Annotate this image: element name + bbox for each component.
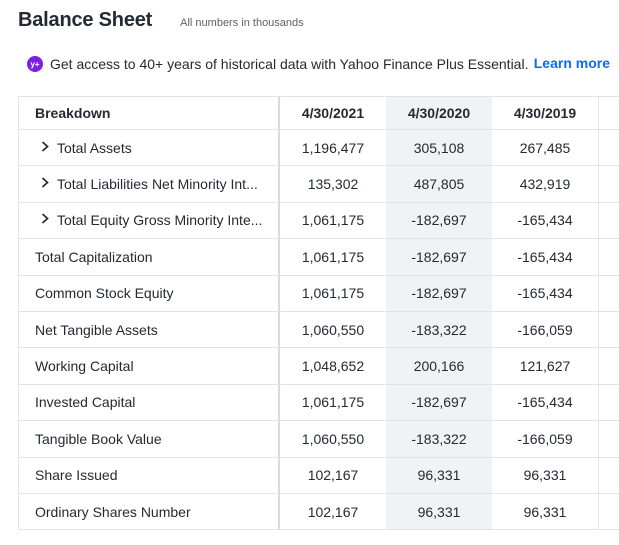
- table-row: Ordinary Shares Number 102,167 96,331 96,33…: [18, 493, 619, 531]
- column-header-date: 4/30/2020: [386, 97, 492, 129]
- column-header-date: 4/30/2021: [301, 105, 365, 121]
- value-cell: 1,196,477: [301, 139, 365, 156]
- value-cell: -182,697: [386, 239, 492, 275]
- value-cell: 121,627: [492, 348, 599, 384]
- value-cell: 305,108: [386, 130, 492, 166]
- value-cell: -165,434: [492, 239, 599, 275]
- value-cell: -182,697: [386, 384, 492, 421]
- chevron-right-icon[interactable]: [41, 177, 57, 191]
- value-cell: 96,331: [492, 457, 599, 493]
- yahoo-plus-icon: y+: [27, 56, 43, 72]
- row-label-cell[interactable]: Total Assets: [18, 130, 280, 166]
- value-cell: 267,485: [492, 130, 599, 166]
- value-cell: 96,331: [386, 493, 492, 530]
- row-label: Invested Capital: [35, 394, 136, 411]
- row-label-cell: Ordinary Shares Number: [18, 493, 280, 530]
- value-cell: 1,048,652: [301, 358, 365, 375]
- table-row: Total Capitalization 1,061,175 -182,697 -16…: [18, 239, 619, 276]
- value-cell: 102,167: [307, 503, 359, 520]
- value-cell: 487,805: [386, 166, 492, 202]
- table-row: Tangible Book Value 1,060,550 -183,322 -166…: [18, 421, 619, 458]
- row-label: Tangible Book Value: [35, 430, 162, 447]
- row-label: Common Stock Equity: [35, 285, 174, 302]
- chevron-right-icon[interactable]: [41, 141, 57, 155]
- row-label-cell: Invested Capital: [18, 384, 280, 421]
- balance-sheet-table: Breakdown 4/30/2021 4/30/2020 4/30/2019 …: [18, 96, 619, 531]
- table-row: Net Tangible Assets 1,060,550 -183,322 -166…: [18, 311, 619, 349]
- row-label-cell: Share Issued: [18, 457, 280, 493]
- promo-text: Get access to 40+ years of historical da…: [50, 56, 529, 72]
- row-label: Share Issued: [35, 467, 118, 484]
- value-cell: -182,697: [386, 275, 492, 311]
- row-label-cell[interactable]: Total Equity Gross Minority Inte...: [18, 202, 280, 239]
- value-cell: -182,697: [386, 202, 492, 239]
- column-header-date: 4/30/2019: [492, 97, 599, 129]
- value-cell: -166,059: [492, 421, 599, 457]
- page-title: Balance Sheet: [18, 9, 153, 31]
- table-row[interactable]: Total Assets 1,196,477 305,108 267,485: [18, 130, 619, 167]
- value-cell: 432,919: [492, 166, 599, 202]
- table-row: Share Issued 102,167 96,331 96,331: [18, 457, 619, 494]
- value-cell: 135,302: [307, 176, 359, 193]
- promo-banner: y+ Get access to 40+ years of historical…: [27, 54, 619, 74]
- value-cell: 1,061,175: [301, 248, 365, 265]
- row-label: Total Assets: [57, 139, 132, 156]
- table-row[interactable]: Total Equity Gross Minority Inte... 1,061…: [18, 202, 619, 240]
- table-row: Working Capital 1,048,652 200,166 121,627: [18, 348, 619, 385]
- value-cell: -166,059: [492, 311, 599, 348]
- value-cell: 200,166: [386, 348, 492, 384]
- page-header: Balance Sheet All numbers in thousands: [18, 9, 304, 32]
- row-label-cell: Tangible Book Value: [18, 421, 280, 457]
- row-label: Ordinary Shares Number: [35, 503, 191, 520]
- value-cell: -183,322: [386, 311, 492, 348]
- row-label: Total Liabilities Net Minority Int...: [57, 176, 258, 193]
- row-label: Total Equity Gross Minority Inte...: [57, 212, 263, 229]
- column-header-breakdown: Breakdown: [18, 97, 280, 129]
- value-cell: 1,061,175: [301, 212, 365, 229]
- value-cell: 1,060,550: [301, 430, 365, 447]
- chevron-right-icon[interactable]: [41, 213, 57, 227]
- value-cell: 96,331: [386, 457, 492, 493]
- value-cell: 1,061,175: [301, 285, 365, 302]
- value-cell: -165,434: [492, 202, 599, 239]
- table-row[interactable]: Total Liabilities Net Minority Int... 135…: [18, 166, 619, 203]
- page-subtitle: All numbers in thousands: [180, 17, 304, 29]
- value-cell: 102,167: [307, 467, 359, 484]
- table-body: Total Assets 1,196,477 305,108 267,485 Total…: [18, 130, 619, 531]
- row-label: Working Capital: [35, 358, 134, 375]
- value-cell: 96,331: [492, 493, 599, 530]
- value-cell: 1,060,550: [301, 321, 365, 338]
- table-row: Invested Capital 1,061,175 -182,697 -165,43…: [18, 384, 619, 422]
- row-label-cell: Common Stock Equity: [18, 275, 280, 311]
- row-label: Total Capitalization: [35, 248, 153, 265]
- row-label-cell: Total Capitalization: [18, 239, 280, 275]
- learn-more-link[interactable]: Learn more: [533, 55, 610, 71]
- row-label: Net Tangible Assets: [35, 321, 158, 338]
- table-row: Common Stock Equity 1,061,175 -182,697 -165…: [18, 275, 619, 312]
- row-label-cell: Working Capital: [18, 348, 280, 384]
- value-cell: -165,434: [492, 384, 599, 421]
- value-cell: -183,322: [386, 421, 492, 457]
- value-cell: -165,434: [492, 275, 599, 311]
- value-cell: 1,061,175: [301, 394, 365, 411]
- table-header-row: Breakdown 4/30/2021 4/30/2020 4/30/2019: [18, 97, 619, 130]
- row-label-cell[interactable]: Total Liabilities Net Minority Int...: [18, 166, 280, 202]
- row-label-cell: Net Tangible Assets: [18, 311, 280, 348]
